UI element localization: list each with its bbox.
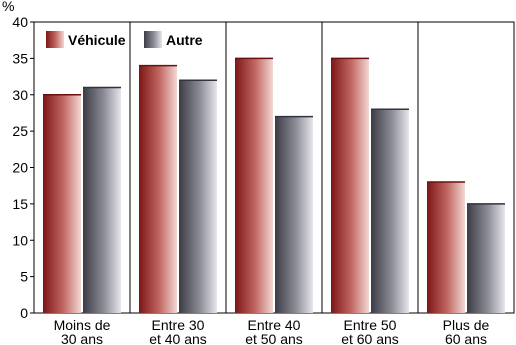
category-label: et 60 ans <box>341 331 399 345</box>
legend-swatch-autre <box>144 31 162 48</box>
legend-label-vehicule: Véhicule <box>68 32 126 48</box>
y-tick-label: 15 <box>12 196 28 212</box>
bar-vehicule <box>139 65 177 314</box>
y-axis-ticks: 0 5 10 15 20 25 30 35 40 <box>12 14 34 321</box>
y-tick-label: 20 <box>12 160 28 176</box>
legend-label-autre: Autre <box>166 32 203 48</box>
bars <box>43 57 505 314</box>
category-label: 60 ans <box>445 331 487 345</box>
bar-autre <box>275 116 313 313</box>
category-label: Plus de <box>443 317 490 333</box>
bar-vehicule <box>331 58 369 313</box>
bar-vehicule <box>427 182 465 313</box>
y-tick-label: 25 <box>12 123 28 139</box>
grid-lines <box>129 22 419 313</box>
bar-autre <box>371 109 409 313</box>
category-label: et 40 ans <box>149 331 207 345</box>
y-tick-label: 40 <box>12 14 28 30</box>
category-label: Entre 40 <box>248 317 301 333</box>
y-tick-label: 5 <box>20 269 28 285</box>
bar-autre <box>83 87 121 313</box>
y-tick-label: 0 <box>20 305 28 321</box>
y-tick-label: 30 <box>12 87 28 103</box>
legend-swatch-vehicule <box>46 31 64 48</box>
category-label: Entre 50 <box>344 317 397 333</box>
category-label: Moins de <box>54 317 111 333</box>
y-tick-label: 10 <box>12 232 28 248</box>
category-label: et 50 ans <box>245 331 303 345</box>
y-tick-label: 35 <box>12 50 28 66</box>
bar-vehicule <box>43 94 81 313</box>
bar-vehicule <box>235 58 273 313</box>
bar-autre <box>179 80 217 313</box>
legend: Véhicule Autre <box>46 31 203 48</box>
y-axis-unit-label: % <box>2 0 14 14</box>
category-label: 30 ans <box>61 331 103 345</box>
category-label: Entre 30 <box>152 317 205 333</box>
bar-autre <box>467 203 505 313</box>
